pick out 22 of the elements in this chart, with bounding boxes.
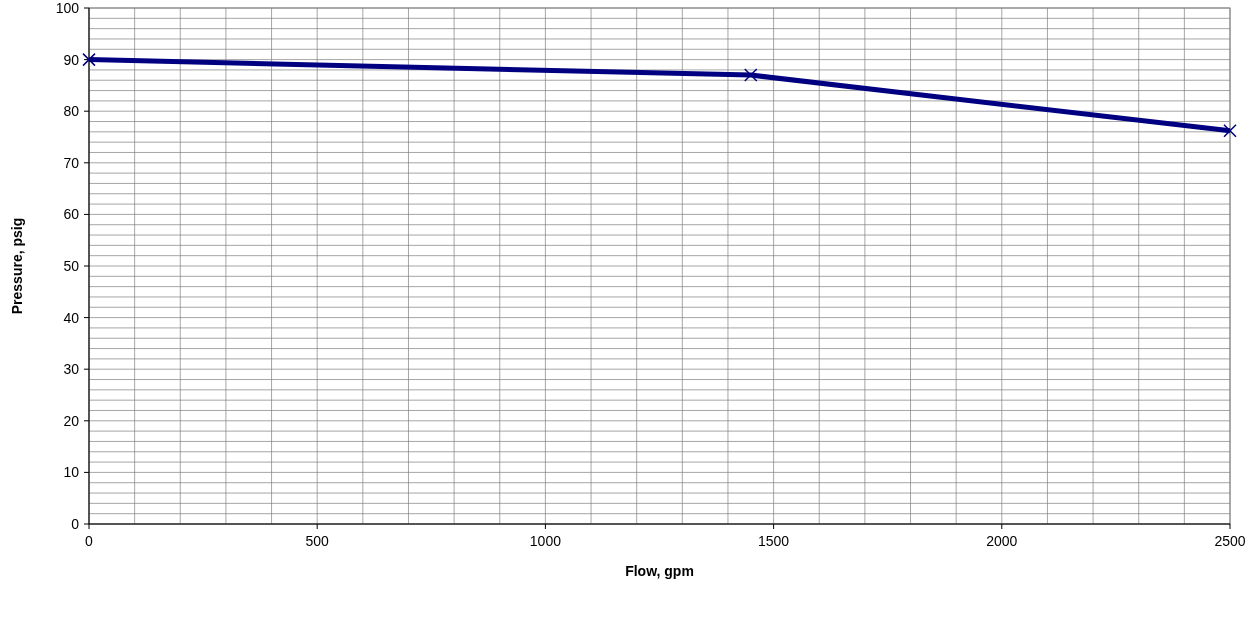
y-tick-label: 0 (71, 516, 80, 532)
x-axis-title: Flow, gpm (625, 563, 694, 579)
point (1223, 124, 1237, 138)
x-tick-label: 0 (85, 533, 94, 549)
x-tick-label: 2500 (1214, 533, 1246, 549)
point (744, 68, 758, 82)
y-tick-label: 30 (63, 361, 80, 378)
y-tick-label: 20 (63, 412, 80, 429)
x-tick-label: 500 (305, 533, 330, 549)
y-tick-label: 60 (63, 206, 80, 223)
y-tick-label: 50 (63, 258, 80, 274)
x-tick-label: 2000 (986, 533, 1018, 549)
y-tick-label: 40 (63, 309, 80, 326)
y-tick-label: 100 (55, 0, 80, 16)
y-tick-label: 10 (63, 464, 80, 481)
y-tick-label: 90 (63, 51, 80, 68)
x-tick-label: 1000 (529, 533, 562, 549)
y-axis-title: Pressure, psig (9, 217, 25, 315)
y-tick-label: 70 (63, 154, 80, 171)
y-tick-label: 80 (63, 103, 80, 120)
x-tick-label: 1500 (758, 533, 790, 549)
point (82, 52, 96, 67)
